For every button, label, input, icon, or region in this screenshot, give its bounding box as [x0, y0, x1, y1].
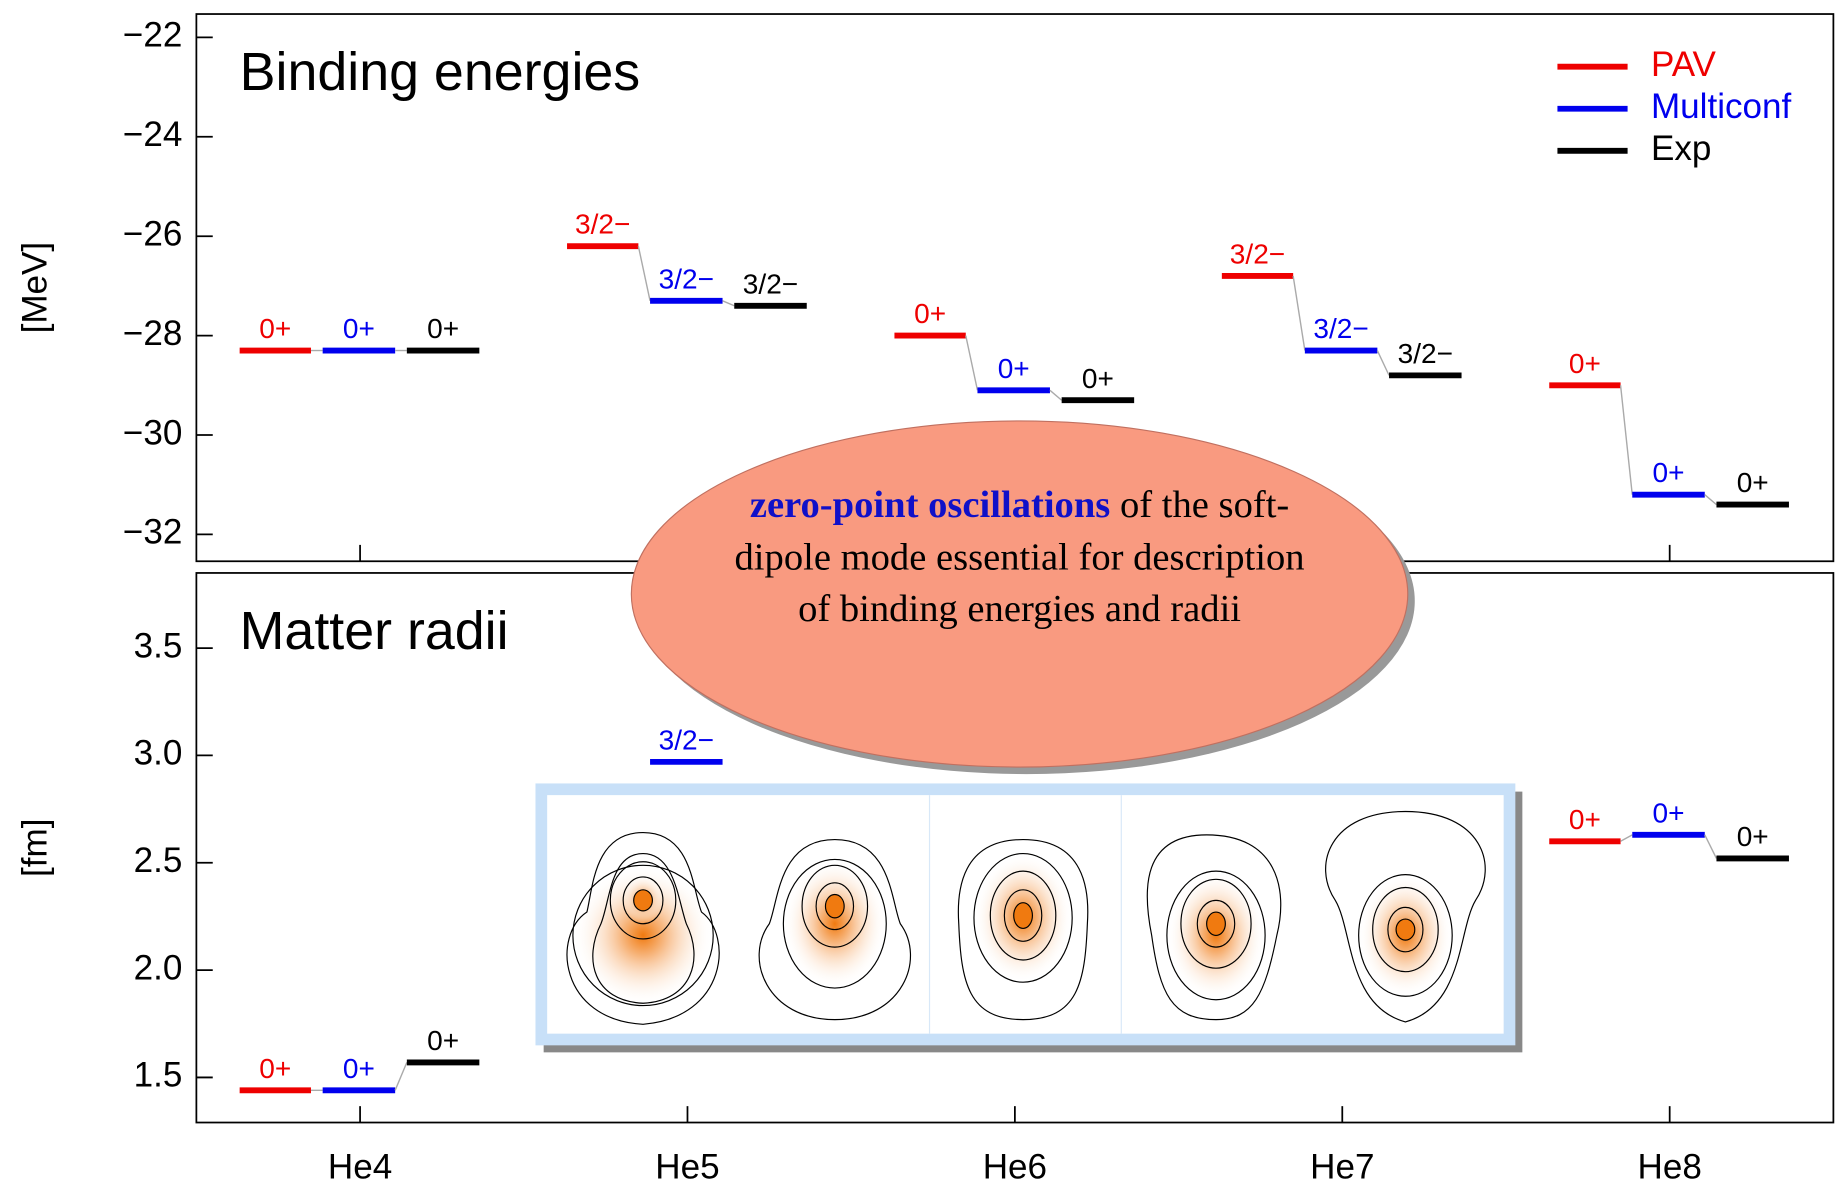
connector [1619, 385, 1633, 495]
y-axis-label: [MeV] [16, 242, 55, 334]
spin-label: 3/2− [659, 724, 714, 755]
connector [637, 245, 651, 301]
y-tick-label: −28 [123, 314, 182, 353]
connector [1704, 494, 1717, 506]
y-tick-label: −30 [123, 413, 182, 452]
spin-label: 0+ [998, 353, 1030, 384]
spin-label: 3/2− [659, 263, 714, 294]
y-tick-label: −26 [123, 214, 182, 253]
panel-title: Binding energies [240, 42, 641, 102]
y-tick-label: 1.5 [134, 1056, 183, 1095]
spin-label: 0+ [343, 313, 375, 344]
spin-label: 0+ [1737, 821, 1769, 852]
y-tick-label: 2.5 [134, 841, 183, 880]
density-plots [566, 810, 1486, 1025]
spin-label: 3/2− [1230, 238, 1285, 269]
bubble [630, 420, 1409, 768]
spin-label: 0+ [914, 298, 946, 329]
spin-label: 0+ [259, 313, 291, 344]
legend-label: Multiconf [1651, 87, 1792, 126]
annotation-text: of the soft-dipole mode essential for de… [734, 484, 1305, 631]
spin-label: 0+ [1653, 797, 1685, 828]
spin-label: 3/2− [743, 268, 798, 299]
legend-label: Exp [1651, 129, 1711, 168]
x-tick-label: He6 [983, 1148, 1047, 1187]
y-tick-label: 3.0 [134, 734, 183, 773]
legend-label: PAV [1651, 45, 1717, 84]
spin-label: 0+ [1653, 457, 1685, 488]
y-tick-label: −22 [123, 16, 182, 55]
spin-label: 0+ [343, 1053, 375, 1084]
connector [1292, 275, 1306, 351]
x-tick-label: He8 [1638, 1148, 1702, 1187]
y-tick-label: 2.0 [134, 948, 183, 987]
connector [722, 300, 735, 307]
y-tick-label: 3.5 [134, 626, 183, 665]
panel-title: Matter radii [240, 601, 509, 661]
spin-label: 3/2− [1313, 313, 1368, 344]
spin-label: 0+ [1082, 363, 1114, 394]
annotation-emphasis: zero-point oscillations [749, 484, 1111, 527]
x-tick-label: He5 [655, 1148, 719, 1187]
spin-label: 0+ [427, 313, 459, 344]
spin-label: 3/2− [575, 209, 630, 240]
y-tick-label: −32 [123, 513, 182, 552]
spin-label: 0+ [1569, 348, 1601, 379]
spin-label: 0+ [259, 1053, 291, 1084]
connector [1704, 834, 1718, 859]
x-tick-label: He7 [1310, 1148, 1374, 1187]
spin-label: 3/2− [1398, 338, 1453, 369]
connector [965, 335, 979, 391]
connector [1620, 834, 1633, 842]
connector [1049, 389, 1063, 401]
annotation: zero-point oscillations of the soft-dipo… [716, 479, 1324, 635]
spin-label: 0+ [427, 1025, 459, 1056]
spin-label: 0+ [1737, 467, 1769, 498]
y-tick-label: −24 [123, 115, 182, 154]
y-axis-label: [fm] [16, 819, 55, 877]
connector [394, 1062, 408, 1091]
connector [1376, 350, 1390, 376]
x-tick-label: He4 [328, 1148, 392, 1187]
bubble-text-box: zero-point oscillations of the soft-dipo… [716, 479, 1324, 635]
spin-label: 0+ [1569, 804, 1601, 835]
